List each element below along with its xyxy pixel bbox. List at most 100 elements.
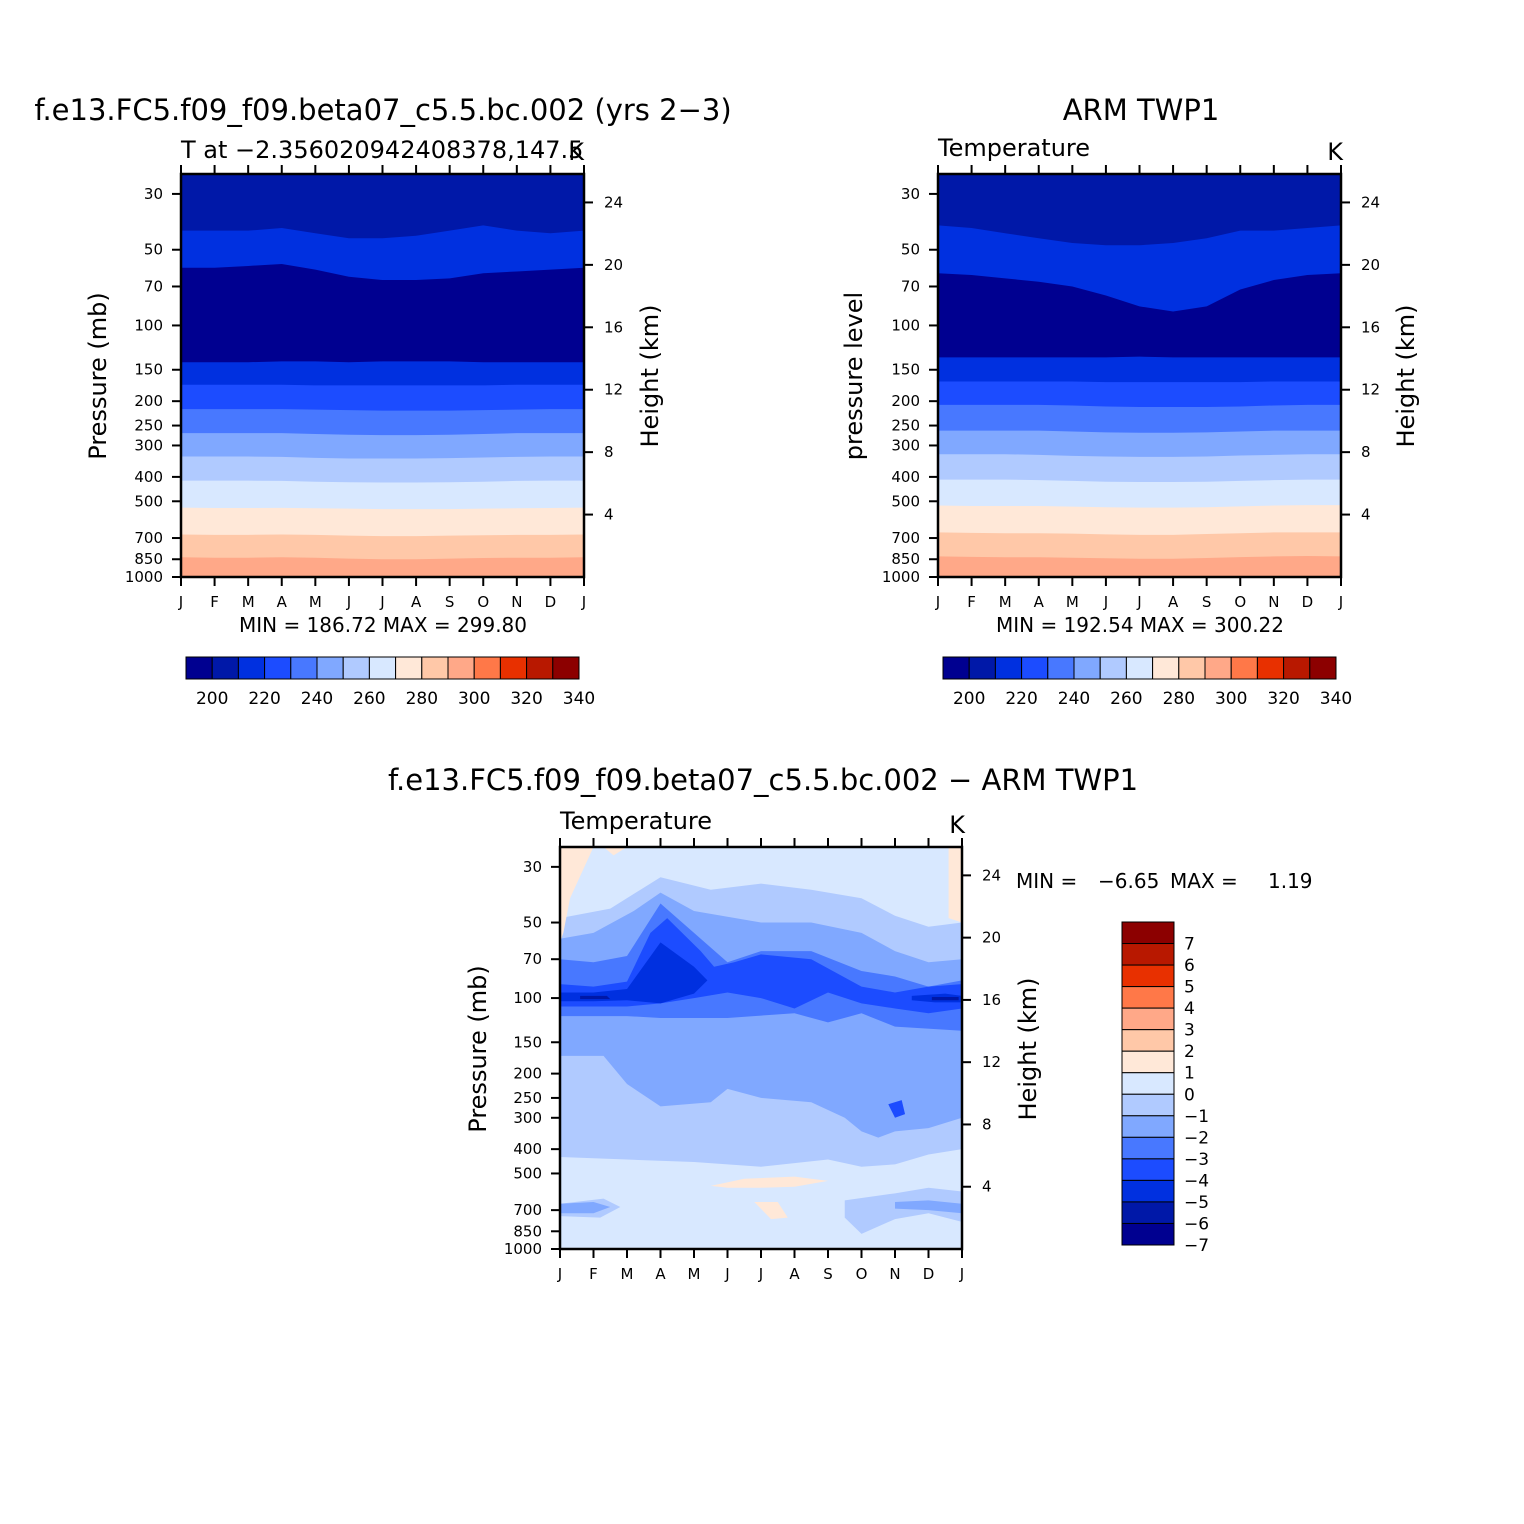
colorbar-label: 320 — [510, 689, 542, 709]
y-tick-label: 700 — [513, 1201, 542, 1219]
x-tick-label: J — [379, 593, 384, 611]
colorbar-swatch — [421, 656, 449, 680]
x-tick-label: M — [1066, 593, 1079, 611]
colorbar-label: 280 — [406, 689, 438, 709]
colorbar-label: 6 — [1184, 956, 1195, 976]
colorbar-label: 220 — [248, 689, 280, 709]
colorbar-swatch — [1121, 1222, 1175, 1246]
y-tick-label: 70 — [901, 277, 920, 295]
colorbar-label: −6 — [1184, 1214, 1209, 1234]
colorbar-label: 300 — [458, 689, 490, 709]
colorbar-label: 7 — [1184, 935, 1195, 955]
colorbar-label: −1 — [1184, 1107, 1209, 1127]
y-tick-label: 850 — [891, 550, 920, 568]
colorbar-swatch — [1283, 656, 1311, 680]
x-tick-label: F — [967, 593, 976, 611]
colorbar-label: 5 — [1184, 978, 1195, 998]
x-tick-label: M — [242, 593, 255, 611]
colorbar-swatch — [473, 656, 501, 680]
colorbar-label: 1 — [1184, 1064, 1195, 1084]
colorbar-swatch — [1178, 656, 1206, 680]
y-right-tick-label: 20 — [982, 929, 1001, 947]
y-right-axis-label: Height (km) — [636, 305, 664, 448]
y-tick-label: 400 — [134, 468, 163, 486]
panel-title: f.e13.FC5.f09_f09.beta07_c5.5.bc.002 − A… — [388, 763, 1138, 797]
colorbar: 200 220 240 260 280 300 320 340 — [185, 656, 595, 709]
colorbar-swatch — [1121, 1072, 1175, 1095]
y-tick-label: 50 — [901, 241, 920, 259]
x-tick-label: O — [856, 1265, 868, 1283]
y-tick-label: 200 — [891, 392, 920, 410]
x-tick-label: A — [277, 593, 288, 611]
colorbar-swatch — [368, 656, 397, 680]
x-tick-label: J — [758, 1265, 763, 1283]
colorbar-swatch — [1152, 656, 1180, 680]
colorbar-swatch — [290, 656, 318, 680]
colorbar-label: −3 — [1184, 1150, 1209, 1170]
y-right-tick-label: 16 — [982, 991, 1001, 1009]
colorbar-swatch — [316, 656, 344, 680]
y-right-tick-label: 12 — [604, 381, 623, 399]
colorbar-swatch — [942, 656, 970, 680]
y-tick-label: 150 — [891, 361, 920, 379]
colorbar-label: 240 — [1058, 689, 1090, 709]
y-right-tick-label: 4 — [1361, 506, 1371, 524]
y-tick-label: 100 — [891, 316, 920, 334]
y-axis-label: Pressure (mb) — [84, 292, 112, 459]
colorbar-label: −2 — [1184, 1128, 1209, 1148]
colorbar-swatch — [1121, 1136, 1175, 1160]
colorbar-swatch — [395, 656, 423, 680]
x-tick-label: O — [477, 593, 489, 611]
colorbar-swatch — [1021, 656, 1049, 680]
colorbar-swatch — [1121, 1201, 1175, 1224]
y-tick-label: 1000 — [125, 568, 163, 586]
y-right-tick-label: 8 — [1361, 443, 1371, 461]
x-tick-label: F — [589, 1265, 598, 1283]
colorbar-label: 320 — [1267, 689, 1299, 709]
y-right-tick-label: 16 — [1361, 318, 1380, 336]
x-tick-label: J — [724, 1265, 729, 1283]
x-tick-label: D — [1302, 593, 1314, 611]
x-tick-label: M — [688, 1265, 701, 1283]
x-tick-label: J — [178, 593, 183, 611]
x-tick-label: D — [923, 1265, 935, 1283]
y-right-tick-label: 24 — [604, 193, 623, 211]
colorbar-swatch — [1099, 656, 1127, 680]
x-tick-label: N — [1268, 593, 1279, 611]
y-right-tick-label: 12 — [1361, 381, 1380, 399]
y-right-tick-label: 24 — [982, 866, 1001, 884]
contour-region — [844, 1187, 962, 1234]
contour-region — [560, 942, 708, 1004]
y-tick-label: 30 — [523, 858, 542, 876]
colorbar-swatch — [1121, 943, 1175, 966]
colorbar-label: −7 — [1184, 1236, 1209, 1256]
y-right-tick-label: 24 — [1361, 193, 1380, 211]
x-tick-label: D — [545, 593, 557, 611]
colorbar-swatch — [1121, 1029, 1175, 1052]
stats-label: MIN = 192.54 MAX = 300.22 — [996, 613, 1284, 637]
colorbar-swatch — [1121, 1093, 1175, 1117]
colorbar-swatch — [1073, 656, 1101, 680]
colorbar-label: 4 — [1184, 999, 1195, 1019]
colorbar-label: −4 — [1184, 1171, 1209, 1191]
x-tick-label: O — [1234, 593, 1246, 611]
colorbar-label: 340 — [563, 689, 595, 709]
x-tick-label: A — [789, 1265, 800, 1283]
y-tick-label: 50 — [144, 241, 163, 259]
x-tick-label: A — [655, 1265, 666, 1283]
colorbar-swatch — [526, 656, 554, 680]
y-tick-label: 700 — [134, 529, 163, 547]
y-tick-label: 400 — [891, 468, 920, 486]
contour-region — [754, 1202, 788, 1220]
y-tick-label: 250 — [513, 1089, 542, 1107]
y-tick-label: 1000 — [504, 1240, 542, 1258]
colorbar: 200 220 240 260 280 300 320 340 — [942, 656, 1352, 709]
colorbar-swatch — [342, 656, 370, 680]
colorbar-swatch — [1121, 1007, 1175, 1031]
x-tick-label: J — [959, 1265, 964, 1283]
y-right-tick-label: 20 — [604, 256, 623, 274]
x-tick-label: J — [581, 593, 586, 611]
y-tick-label: 850 — [513, 1222, 542, 1240]
